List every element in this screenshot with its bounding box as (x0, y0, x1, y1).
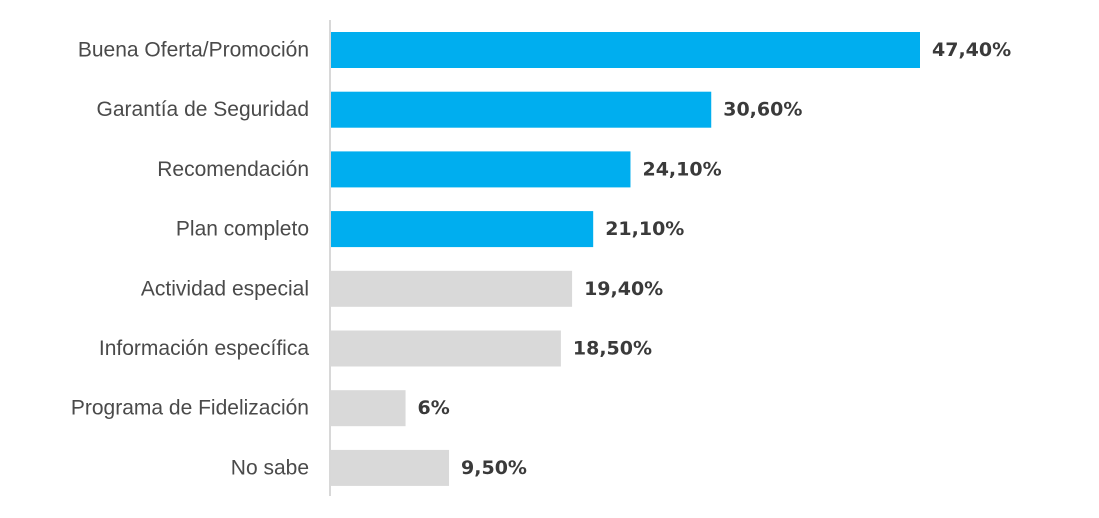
labels-layer: Buena Oferta/Promoción 47,40% Garantía de … (71, 39, 1011, 480)
bar-6 (331, 390, 406, 427)
bar-2 (331, 151, 631, 188)
value-label-7: 9,50% (461, 457, 527, 479)
bar-7 (331, 449, 450, 486)
category-label-3: Plan completo (176, 218, 309, 241)
value-label-0: 47,40% (932, 39, 1011, 61)
category-label-0: Buena Oferta/Promoción (78, 39, 309, 62)
value-label-3: 21,10% (605, 218, 684, 240)
value-label-4: 19,40% (584, 278, 663, 300)
value-label-5: 18,50% (573, 338, 652, 360)
value-label-6: 6% (418, 397, 450, 419)
category-label-1: Garantía de Seguridad (97, 98, 309, 121)
category-label-5: Información específica (99, 337, 309, 360)
category-label-2: Recomendación (157, 158, 309, 181)
bar-4 (331, 270, 573, 307)
bar-5 (331, 330, 561, 367)
value-label-1: 30,60% (723, 99, 802, 121)
category-label-6: Programa de Fidelización (71, 397, 309, 420)
bar-1 (331, 91, 712, 128)
category-label-4: Actividad especial (141, 277, 309, 300)
bar-3 (331, 211, 594, 248)
value-label-2: 24,10% (642, 158, 721, 180)
bar-0 (331, 32, 920, 68)
category-label-7: No sabe (231, 456, 309, 479)
bars-layer (331, 32, 920, 486)
